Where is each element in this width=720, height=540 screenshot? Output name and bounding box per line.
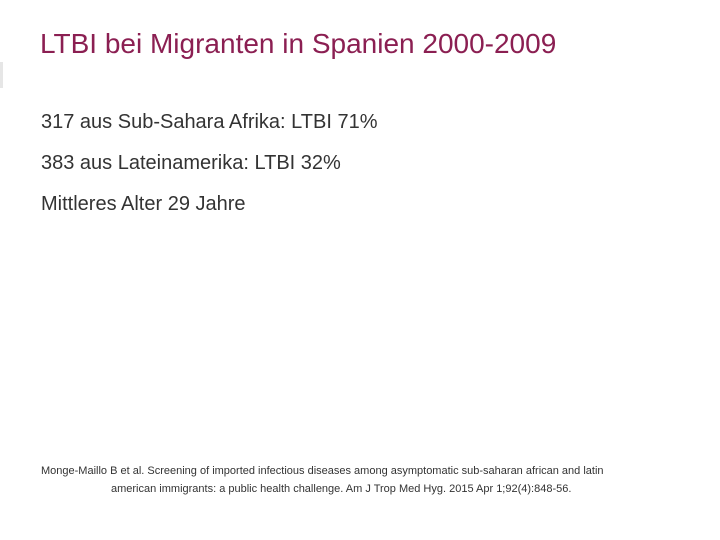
bullet-median-age: Mittleres Alter 29 Jahre	[41, 193, 246, 215]
bullet-latin-america: 383 aus Lateinamerika: LTBI 32%	[41, 152, 341, 174]
slide-title: LTBI bei Migranten in Spanien 2000-2009	[40, 28, 557, 59]
reference-citation: Monge-Maillo B et al. Screening of impor…	[41, 462, 691, 498]
bullet-list: 317 aus Sub-Sahara Afrika: LTBI 71% 383 …	[41, 107, 378, 230]
slide-edge-marker	[0, 62, 3, 88]
reference-line-1: Monge-Maillo B et al. Screening of impor…	[41, 465, 604, 477]
bullet-sub-sahara: 317 aus Sub-Sahara Afrika: LTBI 71%	[41, 111, 378, 133]
reference-line-2: american immigrants: a public health cha…	[111, 483, 572, 495]
